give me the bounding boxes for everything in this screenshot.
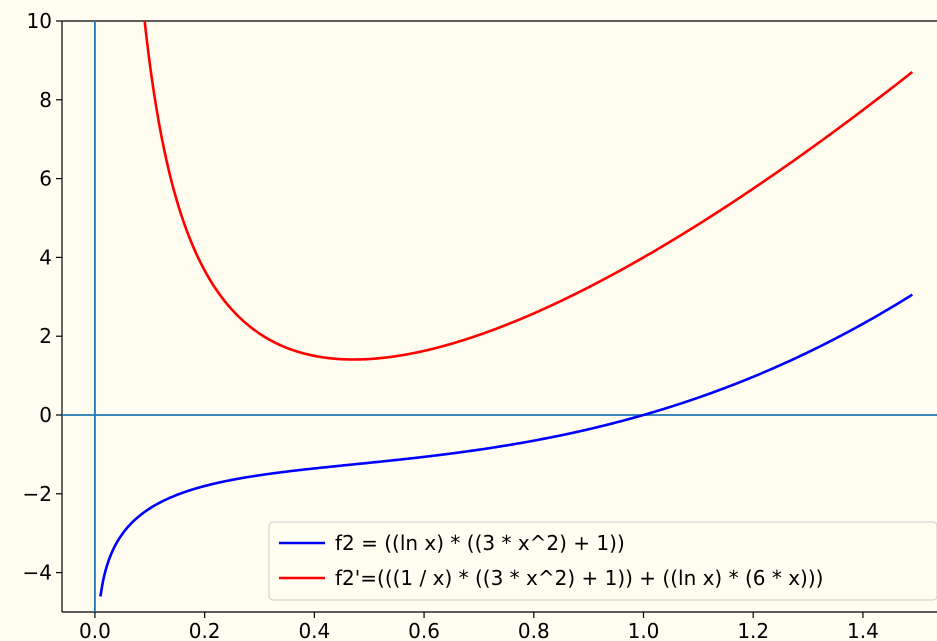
x-tick-label: 0.2: [189, 619, 221, 641]
y-tick-label: 4: [39, 245, 52, 269]
x-tick-label: 0.0: [79, 619, 111, 641]
y-tick-label: 0: [39, 403, 52, 427]
y-tick-label: −2: [23, 482, 52, 506]
x-tick-label: 0.4: [298, 619, 330, 641]
x-tick-label: 1.0: [628, 619, 660, 641]
series-line-2: [143, 21, 914, 361]
x-tick-label: 0.6: [408, 619, 440, 641]
legend-label: f2'=(((1 / x) * ((3 * x^2) + 1)) + ((ln …: [335, 566, 823, 590]
x-tick-label: 0.8: [518, 619, 550, 641]
legend-label: f2 = ((ln x) * ((3 * x^2) + 1)): [335, 531, 625, 555]
y-tick-label: 2: [39, 324, 52, 348]
y-tick-label: 6: [39, 167, 52, 191]
axes: 0.0 0.2 0.4 0.6 0.8 1.0 1.2 1.4 −4 −2 0 2 4 6 8 10: [23, 9, 937, 641]
series-layer: [99, 21, 914, 597]
x-tick-label: 1.2: [737, 619, 769, 641]
y-tick-label: −4: [23, 561, 52, 585]
y-tick-label: 10: [27, 9, 52, 33]
legend-box: [268, 521, 937, 601]
legend: f2 = ((ln x) * ((3 * x^2) + 1)) f2'=(((1 …: [268, 521, 937, 601]
x-tick-label: 1.4: [847, 619, 879, 641]
y-tick-label: 8: [39, 88, 52, 112]
series-line-1: [99, 293, 913, 597]
